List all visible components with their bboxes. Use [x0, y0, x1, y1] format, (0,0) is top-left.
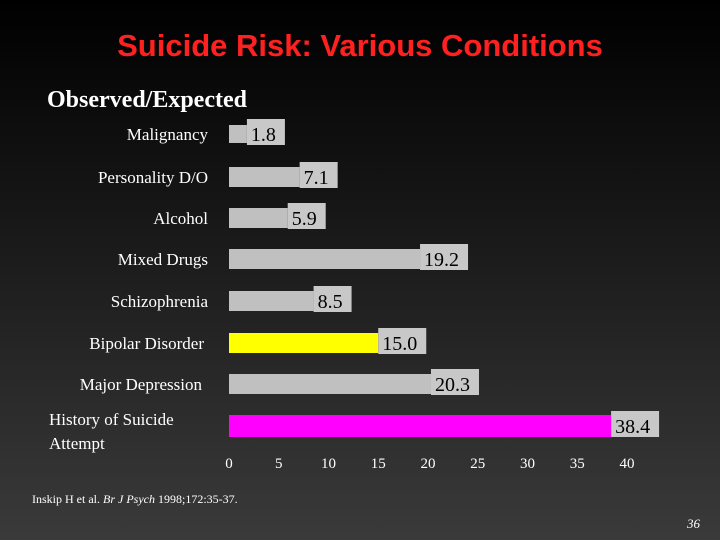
bar-malignancy: [229, 125, 247, 143]
value-label-box-bipolar-disorder: [378, 328, 427, 354]
bar-major-depression: [229, 374, 431, 394]
page-number: 36: [687, 516, 700, 531]
category-label-bipolar-disorder: Bipolar Disorder: [89, 334, 204, 353]
bar-bipolar-disorder: [229, 333, 379, 353]
value-label-alcohol: 5.9: [292, 208, 317, 230]
category-label-major-depression: Major Depression: [80, 375, 203, 394]
x-tick-label-40: 40: [620, 456, 635, 472]
x-tick-label-35: 35: [570, 456, 585, 472]
x-tick-label-25: 25: [470, 456, 485, 472]
citation: Inskip H et al. Br J Psych 1998;172:35-3…: [32, 492, 238, 507]
value-label-box-alcohol: [287, 203, 326, 229]
value-label-box-mixed-drugs: [420, 244, 469, 270]
value-label-major-depression: 20.3: [435, 374, 470, 396]
value-label-box-malignancy: [246, 119, 285, 145]
bar-alcohol: [229, 208, 288, 228]
value-label-mixed-drugs: 19.2: [424, 249, 459, 271]
value-label-schizophrenia: 8.5: [318, 291, 343, 313]
citation-journal: Br J Psych: [103, 492, 155, 506]
x-tick-label-0: 0: [225, 456, 233, 472]
category-label-alcohol: Alcohol: [153, 209, 208, 228]
bar-schizophrenia: [229, 291, 314, 311]
value-label-history-of-suicide-attempt: 38.4: [615, 416, 650, 438]
value-label-box-history-of-suicide-attempt: [611, 411, 660, 437]
x-tick-label-5: 5: [275, 456, 283, 472]
category-label-malignancy: Malignancy: [127, 125, 209, 144]
category-label-history-of-suicide-attempt: History of Suicide Attempt: [49, 410, 174, 453]
bar-history-of-suicide-attempt: [229, 415, 612, 437]
slide-title: Suicide Risk: Various Conditions: [117, 28, 603, 63]
category-label-personality-d-o: Personality D/O: [98, 168, 208, 187]
value-label-bipolar-disorder: 15.0: [382, 333, 417, 355]
value-label-box-personality-d-o: [299, 162, 338, 188]
x-tick-label-30: 30: [520, 456, 535, 472]
value-label-box-major-depression: [430, 369, 479, 395]
x-tick-label-10: 10: [321, 456, 336, 472]
x-tick-label-15: 15: [371, 456, 386, 472]
bar-personality-d-o: [229, 167, 300, 187]
value-label-box-schizophrenia: [313, 286, 352, 312]
citation-details: 1998;172:35-37.: [157, 492, 238, 506]
value-label-malignancy: 1.8: [251, 124, 276, 146]
category-label-schizophrenia: Schizophrenia: [111, 292, 209, 311]
x-tick-label-20: 20: [421, 456, 436, 472]
category-label-mixed-drugs: Mixed Drugs: [118, 250, 208, 269]
citation-authors: Inskip H et al.: [32, 492, 100, 506]
value-label-personality-d-o: 7.1: [304, 167, 329, 189]
bar-mixed-drugs: [229, 249, 421, 269]
chart-title: Observed/Expected: [47, 87, 247, 113]
